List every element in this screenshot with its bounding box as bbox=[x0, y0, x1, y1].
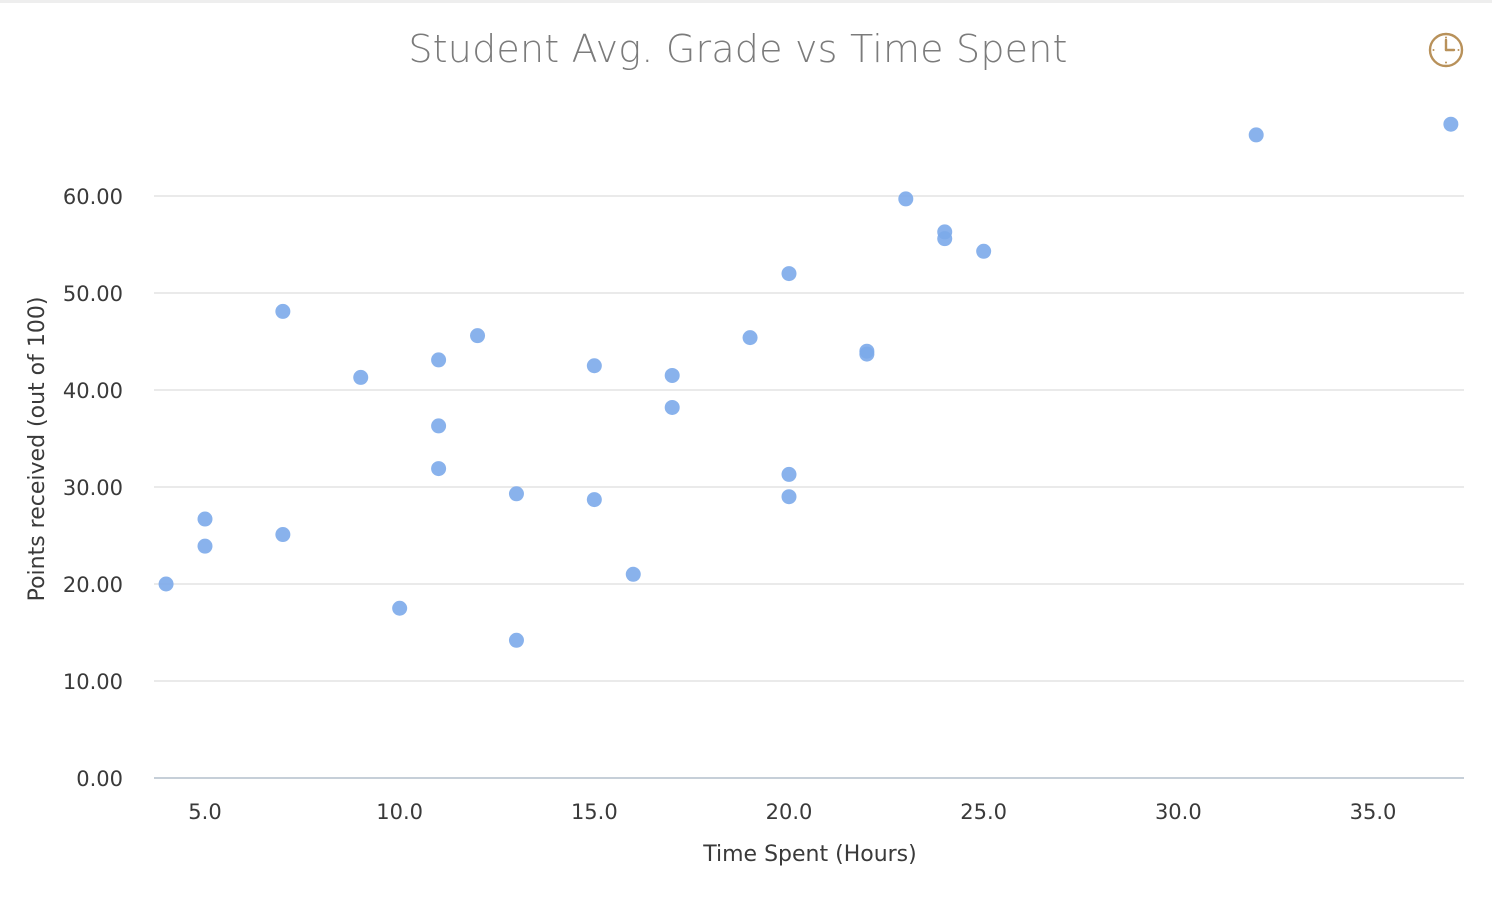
x-tick-label: 20.0 bbox=[766, 800, 813, 824]
x-tick-label: 5.0 bbox=[188, 800, 221, 824]
scatter-point[interactable] bbox=[275, 527, 291, 543]
y-tick-label: 0.00 bbox=[76, 767, 123, 791]
scatter-point[interactable] bbox=[781, 489, 797, 505]
scatter-point[interactable] bbox=[197, 511, 213, 527]
y-tick-label: 60.00 bbox=[63, 185, 123, 209]
scatter-point[interactable] bbox=[976, 243, 992, 259]
scatter-point[interactable] bbox=[586, 492, 602, 508]
x-tick-label: 25.0 bbox=[960, 800, 1007, 824]
y-tick-label: 10.00 bbox=[63, 670, 123, 694]
scatter-point[interactable] bbox=[781, 466, 797, 482]
scatter-point[interactable] bbox=[431, 418, 447, 434]
x-axis-title: Time Spent (Hours) bbox=[702, 842, 916, 867]
scatter-point[interactable] bbox=[431, 352, 447, 368]
scatter-point[interactable] bbox=[781, 266, 797, 282]
clock-button[interactable] bbox=[1428, 32, 1464, 68]
y-axis-ticks: 0.00 10.00 20.00 30.00 40.00 50.00 60.00 bbox=[63, 185, 123, 791]
scatter-point[interactable] bbox=[353, 369, 369, 385]
scatter-point[interactable] bbox=[392, 600, 408, 616]
scatter-point[interactable] bbox=[625, 566, 641, 582]
scatter-point[interactable] bbox=[1248, 127, 1264, 143]
scatter-plot: 0.00 10.00 20.00 30.00 40.00 50.00 60.00 5.0 10… bbox=[25, 116, 1464, 867]
clock-icon bbox=[1428, 32, 1464, 68]
scatter-point[interactable] bbox=[508, 632, 524, 648]
y-axis-title: Points received (out of 100) bbox=[25, 297, 50, 602]
scatter-point[interactable] bbox=[664, 367, 680, 383]
scatter-point[interactable] bbox=[742, 330, 758, 346]
scatter-point[interactable] bbox=[508, 486, 524, 502]
scatter-point[interactable] bbox=[431, 461, 447, 477]
data-points bbox=[158, 116, 1459, 648]
y-tick-label: 50.00 bbox=[63, 282, 123, 306]
x-tick-label: 10.0 bbox=[376, 800, 423, 824]
chart-title: Student Avg. Grade vs Time Spent bbox=[408, 27, 1068, 71]
scatter-point[interactable] bbox=[859, 346, 875, 362]
scatter-point[interactable] bbox=[664, 399, 680, 415]
y-tick-label: 30.00 bbox=[63, 476, 123, 500]
scatter-point[interactable] bbox=[158, 576, 174, 592]
grid-lines bbox=[154, 195, 1464, 779]
x-axis-ticks: 5.0 10.0 15.0 20.0 25.0 30.0 35.0 bbox=[188, 800, 1396, 824]
scatter-point[interactable] bbox=[275, 303, 291, 319]
y-tick-label: 40.00 bbox=[63, 379, 123, 403]
scatter-point[interactable] bbox=[470, 328, 486, 344]
scatter-point[interactable] bbox=[1443, 116, 1459, 132]
x-tick-label: 30.0 bbox=[1155, 800, 1202, 824]
scatter-point[interactable] bbox=[197, 538, 213, 554]
x-tick-label: 15.0 bbox=[571, 800, 618, 824]
scatter-point[interactable] bbox=[586, 358, 602, 374]
scatter-point[interactable] bbox=[937, 231, 953, 247]
x-tick-label: 35.0 bbox=[1350, 800, 1397, 824]
scatter-point[interactable] bbox=[898, 191, 914, 207]
y-tick-label: 20.00 bbox=[63, 573, 123, 597]
